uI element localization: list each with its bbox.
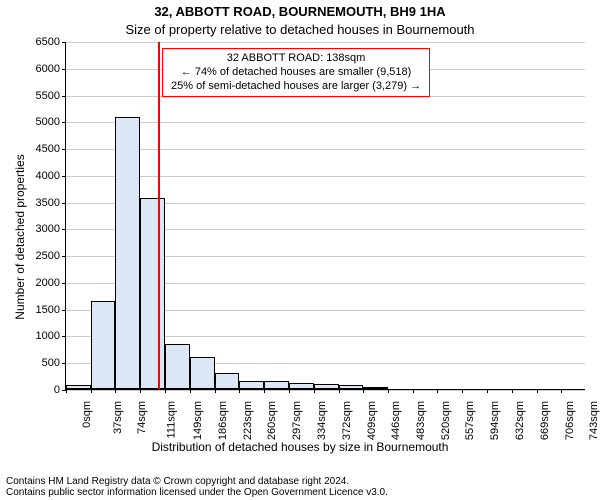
xtick-label: 149sqm: [192, 401, 204, 440]
chart-container: 32, ABBOTT ROAD, BOURNEMOUTH, BH9 1HA Si…: [0, 0, 600, 500]
ytick-label: 3500: [36, 197, 66, 209]
gridline-h: [66, 149, 585, 150]
histogram-bar: [66, 385, 91, 389]
ytick-label: 5000: [36, 116, 66, 128]
footer-line2: Contains public sector information licen…: [6, 487, 594, 498]
y-axis-label: Number of detached properties: [13, 107, 27, 367]
xtick-mark: [140, 389, 141, 393]
xtick-label: 520sqm: [440, 401, 452, 440]
xtick-label: 669sqm: [539, 401, 551, 440]
annotation-box: 32 ABBOTT ROAD: 138sqm← 74% of detached …: [162, 48, 430, 97]
xtick-label: 260sqm: [266, 401, 278, 440]
chart-title-line1: 32, ABBOTT ROAD, BOURNEMOUTH, BH9 1HA: [0, 4, 600, 19]
histogram-bar: [215, 373, 240, 389]
ytick-label: 0: [54, 384, 66, 396]
xtick-label: 409sqm: [366, 401, 378, 440]
gridline-h: [66, 42, 585, 43]
xtick-label: 297sqm: [291, 401, 303, 440]
ytick-label: 4500: [36, 143, 66, 155]
xtick-mark: [413, 389, 414, 393]
xtick-mark: [487, 389, 488, 393]
xtick-label: 557sqm: [464, 401, 476, 440]
xtick-label: 37sqm: [112, 401, 124, 434]
histogram-bar: [363, 387, 388, 389]
xtick-mark: [537, 389, 538, 393]
footer-line1: Contains HM Land Registry data © Crown c…: [6, 476, 594, 487]
xtick-mark: [264, 389, 265, 393]
xtick-mark: [314, 389, 315, 393]
xtick-mark: [239, 389, 240, 393]
xtick-label: 372sqm: [341, 401, 353, 440]
xtick-mark: [363, 389, 364, 393]
histogram-bar: [165, 344, 190, 390]
xtick-mark: [66, 389, 67, 393]
histogram-bar: [264, 381, 289, 389]
xtick-mark: [437, 389, 438, 393]
xtick-mark: [561, 389, 562, 393]
annotation-line1: 32 ABBOTT ROAD: 138sqm: [171, 52, 421, 66]
ytick-label: 6500: [36, 36, 66, 48]
xtick-mark: [462, 389, 463, 393]
xtick-label: 186sqm: [217, 401, 229, 440]
histogram-bar: [289, 383, 314, 389]
xtick-mark: [339, 389, 340, 393]
histogram-bar: [115, 117, 140, 389]
histogram-bar: [239, 381, 264, 389]
xtick-label: 446sqm: [390, 401, 402, 440]
xtick-mark: [91, 389, 92, 393]
xtick-mark: [165, 389, 166, 393]
x-axis-label: Distribution of detached houses by size …: [0, 440, 600, 454]
annotation-line3: 25% of semi-detached houses are larger (…: [171, 80, 421, 94]
xtick-label: 632sqm: [514, 401, 526, 440]
xtick-label: 111sqm: [166, 401, 178, 439]
xtick-mark: [512, 389, 513, 393]
xtick-label: 594sqm: [489, 401, 501, 440]
annotation-line2: ← 74% of detached houses are smaller (9,…: [171, 66, 421, 80]
ytick-label: 5500: [36, 90, 66, 102]
histogram-bar: [91, 301, 116, 389]
histogram-bar: [140, 198, 165, 389]
gridline-h: [66, 122, 585, 123]
plot-area: 0500100015002000250030003500400045005000…: [65, 42, 585, 390]
ytick-label: 1000: [36, 330, 66, 342]
xtick-label: 223sqm: [242, 401, 254, 440]
xtick-mark: [190, 389, 191, 393]
ytick-label: 500: [42, 357, 66, 369]
histogram-bar: [190, 357, 215, 389]
ytick-label: 1500: [36, 304, 66, 316]
xtick-label: 0sqm: [81, 401, 93, 428]
ytick-label: 6000: [36, 63, 66, 75]
xtick-label: 706sqm: [564, 401, 576, 440]
ytick-label: 2500: [36, 250, 66, 262]
property-marker-line: [158, 42, 160, 389]
gridline-h: [66, 390, 585, 391]
xtick-mark: [289, 389, 290, 393]
xtick-label: 483sqm: [415, 401, 427, 440]
gridline-h: [66, 176, 585, 177]
ytick-label: 4000: [36, 170, 66, 182]
xtick-label: 334sqm: [316, 401, 328, 440]
attribution-footer: Contains HM Land Registry data © Crown c…: [0, 476, 600, 498]
xtick-mark: [115, 389, 116, 393]
xtick-label: 743sqm: [588, 401, 600, 440]
ytick-label: 2000: [36, 277, 66, 289]
xtick-mark: [215, 389, 216, 393]
xtick-mark: [388, 389, 389, 393]
chart-title-line2: Size of property relative to detached ho…: [0, 22, 600, 37]
histogram-bar: [339, 385, 364, 389]
xtick-label: 74sqm: [136, 401, 148, 434]
ytick-label: 3000: [36, 223, 66, 235]
histogram-bar: [314, 384, 339, 389]
